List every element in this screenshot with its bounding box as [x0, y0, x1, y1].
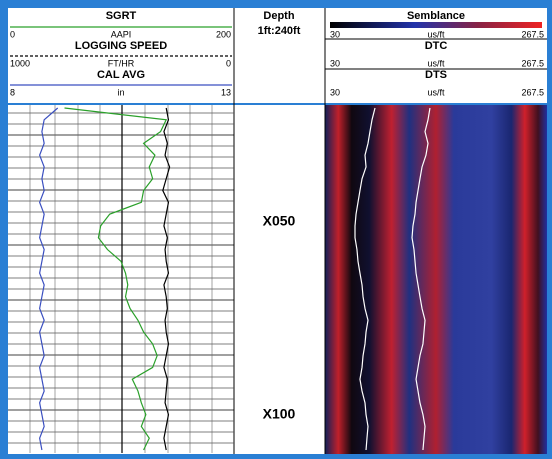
scale-min: 30 [330, 58, 340, 68]
scale-max: 267.5 [521, 58, 544, 68]
log-display: Depth 1ft:240ft Semblance 30 us/ft 267.5… [0, 0, 552, 459]
semblance-title: Semblance [407, 10, 465, 22]
scale-max: 267.5 [521, 29, 544, 39]
scale-max: 13 [221, 87, 231, 97]
scale-unit: us/ft [427, 87, 445, 97]
scale-max: 267.5 [521, 87, 544, 97]
scale-min: 0 [10, 29, 15, 39]
depth-label: X050 [263, 213, 296, 229]
scale-min: 30 [330, 29, 340, 39]
curve-title: DTC [425, 40, 448, 52]
depth-scale: 1ft:240ft [258, 25, 301, 37]
depth-title: Depth [263, 10, 294, 22]
scale-max: 0 [226, 58, 231, 68]
scale-min: 8 [10, 87, 15, 97]
scale-unit: FT/HR [108, 58, 135, 68]
scale-max: 200 [216, 29, 231, 39]
depth-label: X100 [263, 406, 296, 422]
scale-unit: in [117, 87, 124, 97]
scale-unit: us/ft [427, 29, 445, 39]
scale-min: 30 [330, 87, 340, 97]
curve-title: CAL AVG [97, 69, 145, 81]
scale-unit: us/ft [427, 58, 445, 68]
semblance-colorbar [330, 22, 542, 28]
semblance-image [325, 105, 547, 454]
curve-title: DTS [425, 69, 447, 81]
curve-title: LOGGING SPEED [75, 40, 167, 52]
curve-title: SGRT [106, 10, 137, 22]
scale-unit: AAPI [111, 29, 132, 39]
scale-min: 1000 [10, 58, 30, 68]
